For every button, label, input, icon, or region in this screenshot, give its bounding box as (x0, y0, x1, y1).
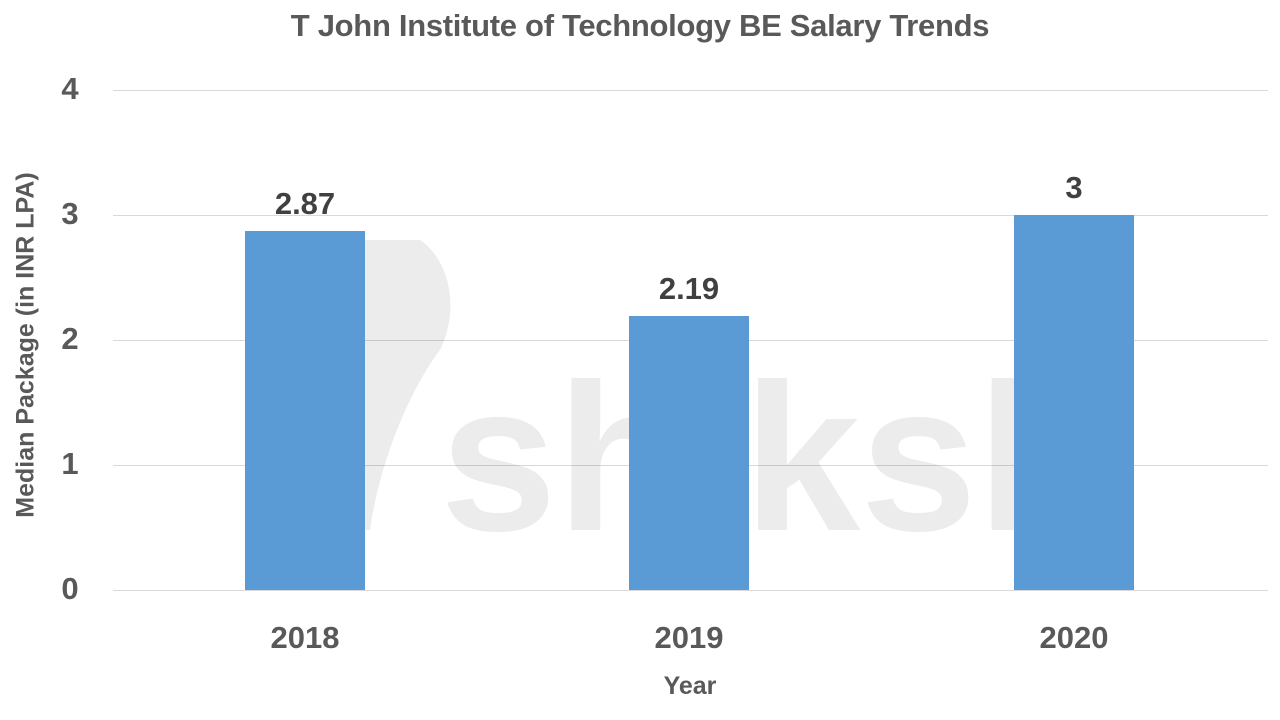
gridline-4 (113, 90, 1268, 91)
bar-2019 (629, 316, 749, 590)
x-tick-2019: 2019 (654, 620, 724, 655)
data-label-2020: 3 (1065, 170, 1083, 205)
x-axis-label: Year (663, 672, 717, 700)
gridline-3 (113, 215, 1268, 216)
y-tick-3: 3 (61, 196, 79, 231)
data-label-2018: 2.87 (274, 186, 336, 221)
y-tick-1: 1 (61, 446, 79, 481)
y-tick-4: 4 (61, 71, 79, 106)
y-tick-0: 0 (61, 571, 79, 606)
x-tick-2020: 2020 (1039, 620, 1109, 655)
y-tick-2: 2 (61, 321, 79, 356)
x-tick-2018: 2018 (270, 620, 340, 655)
bar-2018 (245, 231, 365, 590)
y-axis-label: Median Package (in INR LPA) (11, 172, 40, 518)
chart-title: T John Institute of Technology BE Salary… (290, 8, 990, 43)
x-axis-line (113, 590, 1268, 591)
bar-2020 (1014, 215, 1134, 590)
data-label-2019: 2.19 (658, 271, 720, 306)
